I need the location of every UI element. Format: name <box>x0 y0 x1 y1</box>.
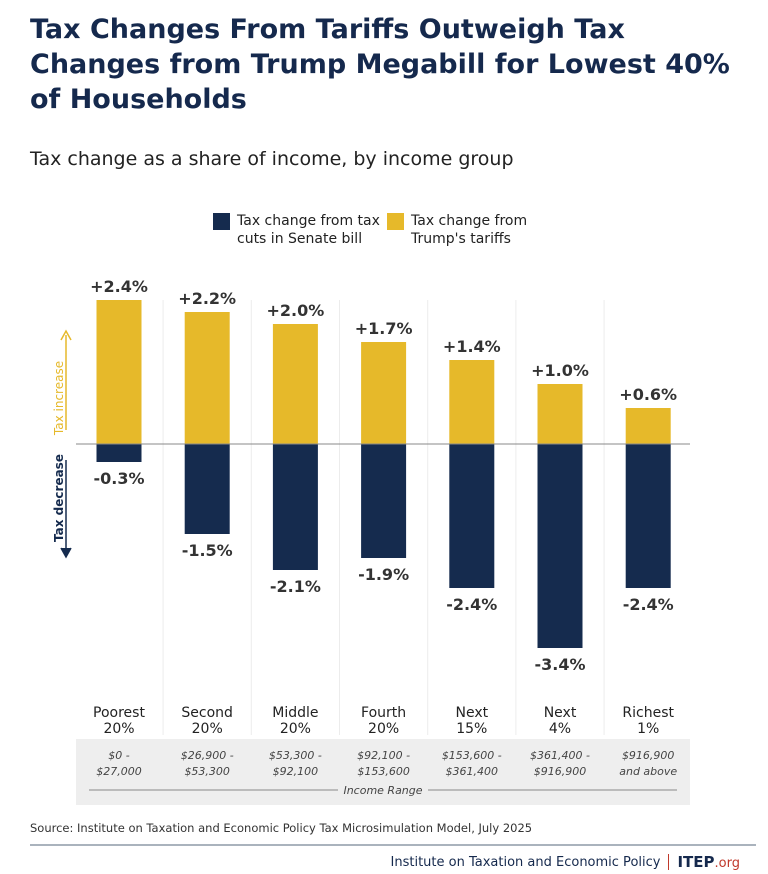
data-label-tariffs: +2.2% <box>178 289 236 308</box>
data-label-tariffs: +0.6% <box>619 385 677 404</box>
bar-tariffs <box>96 300 142 444</box>
income-range-label: $53,300 <box>184 765 230 778</box>
chart-subtitle: Tax change as a share of income, by inco… <box>30 148 514 170</box>
bar-tariffs <box>537 384 583 444</box>
legend-label-tariffs: Tax change from Trump's tariffs <box>411 213 528 247</box>
data-label-senate: -3.4% <box>534 655 585 674</box>
category-label: Next <box>544 705 577 721</box>
category-label: 1% <box>637 721 659 737</box>
bar-senate <box>449 444 495 588</box>
bar-senate <box>361 444 407 558</box>
income-range-label: $92,100 <box>273 765 319 778</box>
data-label-senate: -2.4% <box>446 595 497 614</box>
chart-title: Tax Changes From Tariffs Outweigh Tax Ch… <box>30 14 730 115</box>
income-range-label: $27,000 <box>96 765 142 778</box>
footer: Institute on Taxation and Economic Polic… <box>391 853 740 871</box>
income-range-box <box>76 739 690 805</box>
legend-item-tariffs: Tax change from Trump's tariffs <box>387 212 571 248</box>
data-label-senate: -1.5% <box>182 541 233 560</box>
tax-increase-label: Tax increase <box>52 361 66 436</box>
category-label: 20% <box>280 721 311 737</box>
category-label: Fourth <box>361 705 406 721</box>
category-label: 15% <box>456 721 487 737</box>
category-label: 20% <box>192 721 223 737</box>
bar-senate <box>272 444 318 570</box>
bar-tariffs <box>272 324 318 444</box>
data-label-tariffs: +1.4% <box>443 337 501 356</box>
income-range-label: $916,900 <box>534 765 587 778</box>
income-range-title: Income Range <box>343 784 422 797</box>
category-label: 20% <box>368 721 399 737</box>
income-range-label: $916,900 <box>622 749 675 762</box>
income-range-label: $26,900 - <box>181 749 234 762</box>
income-range-label: $361,400 - <box>530 749 590 762</box>
income-range-label: $153,600 <box>357 765 410 778</box>
category-label: Middle <box>272 705 318 721</box>
bar-senate <box>537 444 583 648</box>
income-range-label: $153,600 - <box>442 749 502 762</box>
footer-divider <box>30 844 756 846</box>
data-label-senate: -0.3% <box>93 469 144 488</box>
source-note: Source: Institute on Taxation and Econom… <box>30 821 533 835</box>
footer-separator <box>668 854 670 870</box>
bar-senate <box>96 444 142 462</box>
bar-tariffs <box>361 342 407 444</box>
category-label: 4% <box>549 721 571 737</box>
category-label: Second <box>181 705 233 721</box>
data-label-tariffs: +1.7% <box>355 319 413 338</box>
bar-senate <box>184 444 230 534</box>
legend-item-senate: Tax change from tax cuts in Senate bill <box>213 212 397 248</box>
income-range-label: $0 - <box>108 749 129 762</box>
category-label: Poorest <box>93 705 145 721</box>
bar-tariffs <box>625 408 671 444</box>
arrow-down-icon <box>60 547 72 559</box>
tax-decrease-label: Tax decrease <box>52 454 66 542</box>
bar-tariffs <box>449 360 495 444</box>
bar-tariffs <box>184 312 230 444</box>
data-label-senate: -1.9% <box>358 565 409 584</box>
footer-org: Institute on Taxation and Economic Polic… <box>390 854 661 870</box>
category-label: Next <box>455 705 488 721</box>
data-label-senate: -2.1% <box>270 577 321 596</box>
income-range-label: and above <box>619 765 677 778</box>
legend-swatch-tariffs <box>387 213 404 230</box>
data-label-senate: -2.4% <box>623 595 674 614</box>
category-label: 20% <box>103 721 134 737</box>
income-range-label: $92,100 - <box>357 749 410 762</box>
category-label: Richest <box>622 705 674 721</box>
income-range-label: $53,300 - <box>269 749 322 762</box>
data-label-tariffs: +2.4% <box>90 277 148 296</box>
income-range-label: $361,400 <box>446 765 499 778</box>
itep-logo: ITEP.org <box>677 853 740 871</box>
data-label-tariffs: +2.0% <box>267 301 325 320</box>
legend-label-senate: Tax change from tax cuts in Senate bill <box>237 213 380 247</box>
bar-senate <box>625 444 671 588</box>
legend-swatch-senate <box>213 213 230 230</box>
data-label-tariffs: +1.0% <box>531 361 589 380</box>
arrow-up-icon <box>60 329 72 341</box>
